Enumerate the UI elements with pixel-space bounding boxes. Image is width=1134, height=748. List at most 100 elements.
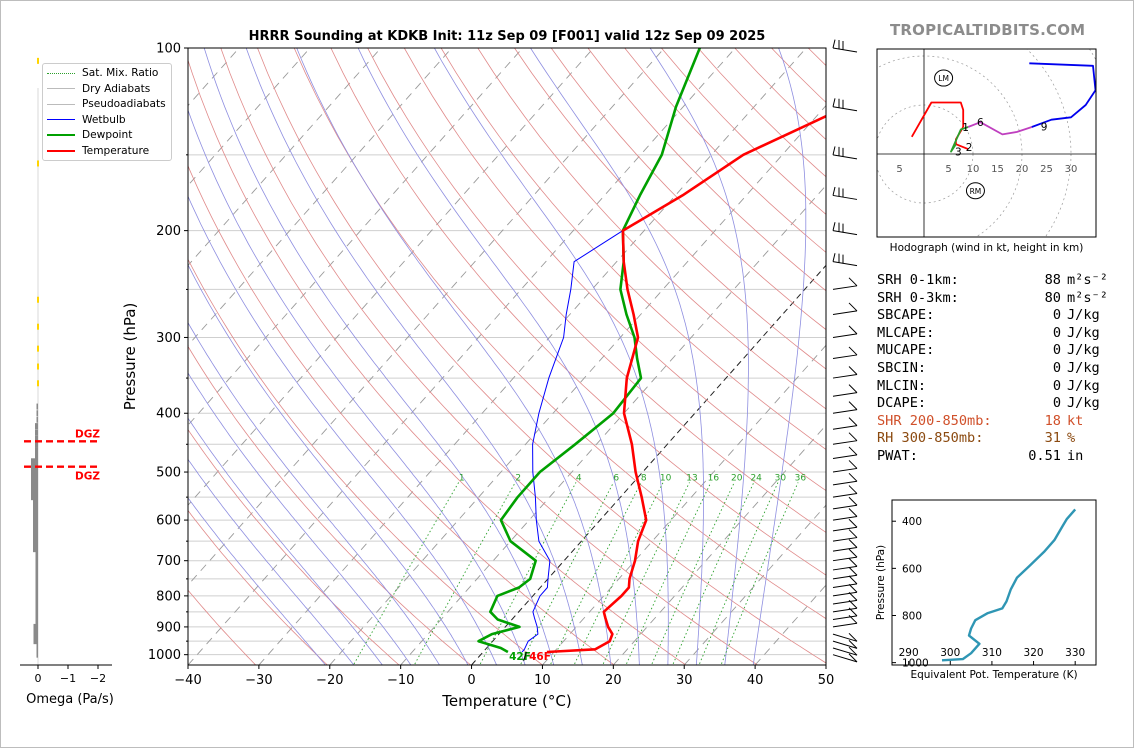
barb-flag [848,539,858,548]
omega-bar [33,512,38,519]
wind-barb [832,548,858,562]
wind-barb [832,302,858,316]
barb-shaft [832,440,858,445]
dry-adiabat [477,48,826,410]
theta-e-x-tick-label: 300 [940,647,960,659]
legend-swatch [47,149,75,152]
stat-row: SBCIN: 0 J/kg [877,360,1108,378]
barb-flag [848,325,858,335]
stat-value: 0 [1052,377,1061,394]
barb-shaft [832,480,858,486]
barb-shaft [832,647,858,656]
barb-flag [848,472,858,482]
omega-bar [36,403,38,410]
skewt-axes [187,47,827,666]
surface-temperature-label: 46F [529,651,551,663]
barb-shaft [832,574,858,580]
hodo-height-label: 2 [966,142,973,154]
skewt-plot-area: 1 2 4 6 8 10 13 16 20 24 30 36 [188,48,826,665]
brand-label[interactable]: TROPICALTIDBITS.COM [890,21,1086,39]
mixing-ratio-line [413,482,516,665]
omega-bar [35,568,38,575]
barb-shaft [832,654,858,663]
barb-shaft [832,493,858,498]
pseudoadiabat [188,497,326,665]
stat-unit: J/kg [1067,307,1100,324]
omega-bar [33,517,38,524]
wind-barb [832,472,858,486]
dry-adiabat [188,589,257,665]
barb-flag [848,401,858,411]
stat-row: SHR 200-850mb: 18 kt [877,413,1108,431]
stat-unit: % [1067,430,1076,447]
hodo-height-label: 1 [962,122,969,134]
theta-e-xlabel: Equivalent Pot. Temperature (K) [910,669,1077,681]
y-tick-label: 400 [156,407,181,422]
mixing-ratio-line [625,482,712,665]
barb-flag [848,432,858,442]
stat-label: MLCAPE: [877,324,935,341]
barb-flag [848,599,858,609]
wind-barb [832,485,858,498]
wind-barb [832,98,858,112]
omega-bar [33,534,38,541]
barb-flag [848,366,858,375]
hodo-trace-6-9km [967,121,1033,136]
isotherm-line [329,104,826,665]
legend-label: Sat. Mix. Ratio [82,67,159,79]
y-tick-label: 500 [156,466,181,481]
mixing-ratio-line [698,482,779,665]
stat-label: RH 300-850mb: [877,430,984,447]
isotherm-line [188,48,594,506]
barb-shaft [832,261,858,267]
hodo-lm-marker [934,69,954,87]
y-tick-label: 600 [156,514,181,529]
barb-shaft [832,194,858,200]
omega-bar [35,561,38,568]
barb-flag [848,646,858,656]
barb-flag [848,548,858,558]
mixing-ratio-label: 2 [515,473,521,483]
wind-barb [832,653,858,663]
barb-shaft [832,599,858,605]
barb-shaft [832,515,858,521]
barb-flag [848,614,858,624]
theta-e-x-tick-label: 290 [899,647,919,659]
x-tick-label: −10 [387,673,414,688]
omega-bar-positive [37,323,39,330]
mixing-ratio-label: 8 [641,473,647,483]
mixing-ratio-line [672,482,755,665]
x-tick-label: 10 [534,673,551,688]
mixing-ratio-label: 4 [576,473,582,483]
dgz-bottom-label: DGZ [75,471,100,483]
wind-barb [832,592,858,605]
wind-barb [832,146,858,160]
barb-shaft [832,98,836,107]
pseudoadiabat [188,372,412,665]
omega-bar [33,638,38,645]
dry-adiabat [403,48,826,492]
stat-label: SRH 0-3km: [877,289,959,306]
stat-unit: m²s⁻² [1067,289,1108,306]
stat-value: 0 [1052,359,1061,376]
wind-barb [832,186,858,200]
omega-bar [35,614,38,621]
wind-barb [832,39,858,53]
stat-value: 0 [1052,324,1061,341]
freezing-isotherm [471,264,826,665]
stat-unit: kt [1067,412,1084,429]
mixing-ratio-label: 16 [708,473,720,483]
y-tick-label: 800 [156,589,181,604]
stat-unit: J/kg [1067,342,1100,359]
hodo-tick-label: 15 [991,164,1004,175]
stat-value: 0 [1052,307,1061,324]
pseudoadiabat [188,264,469,665]
stat-unit: J/kg [1067,395,1100,412]
legend-item-wetbulb: Wetbulb [47,113,126,127]
omega-bar [31,484,38,491]
x-tick-label: 50 [818,673,835,688]
surface-label-separator: / [523,651,527,663]
pseudoadiabat [752,48,807,665]
barb-shaft [832,565,858,571]
theta-e-frame [891,499,1097,666]
